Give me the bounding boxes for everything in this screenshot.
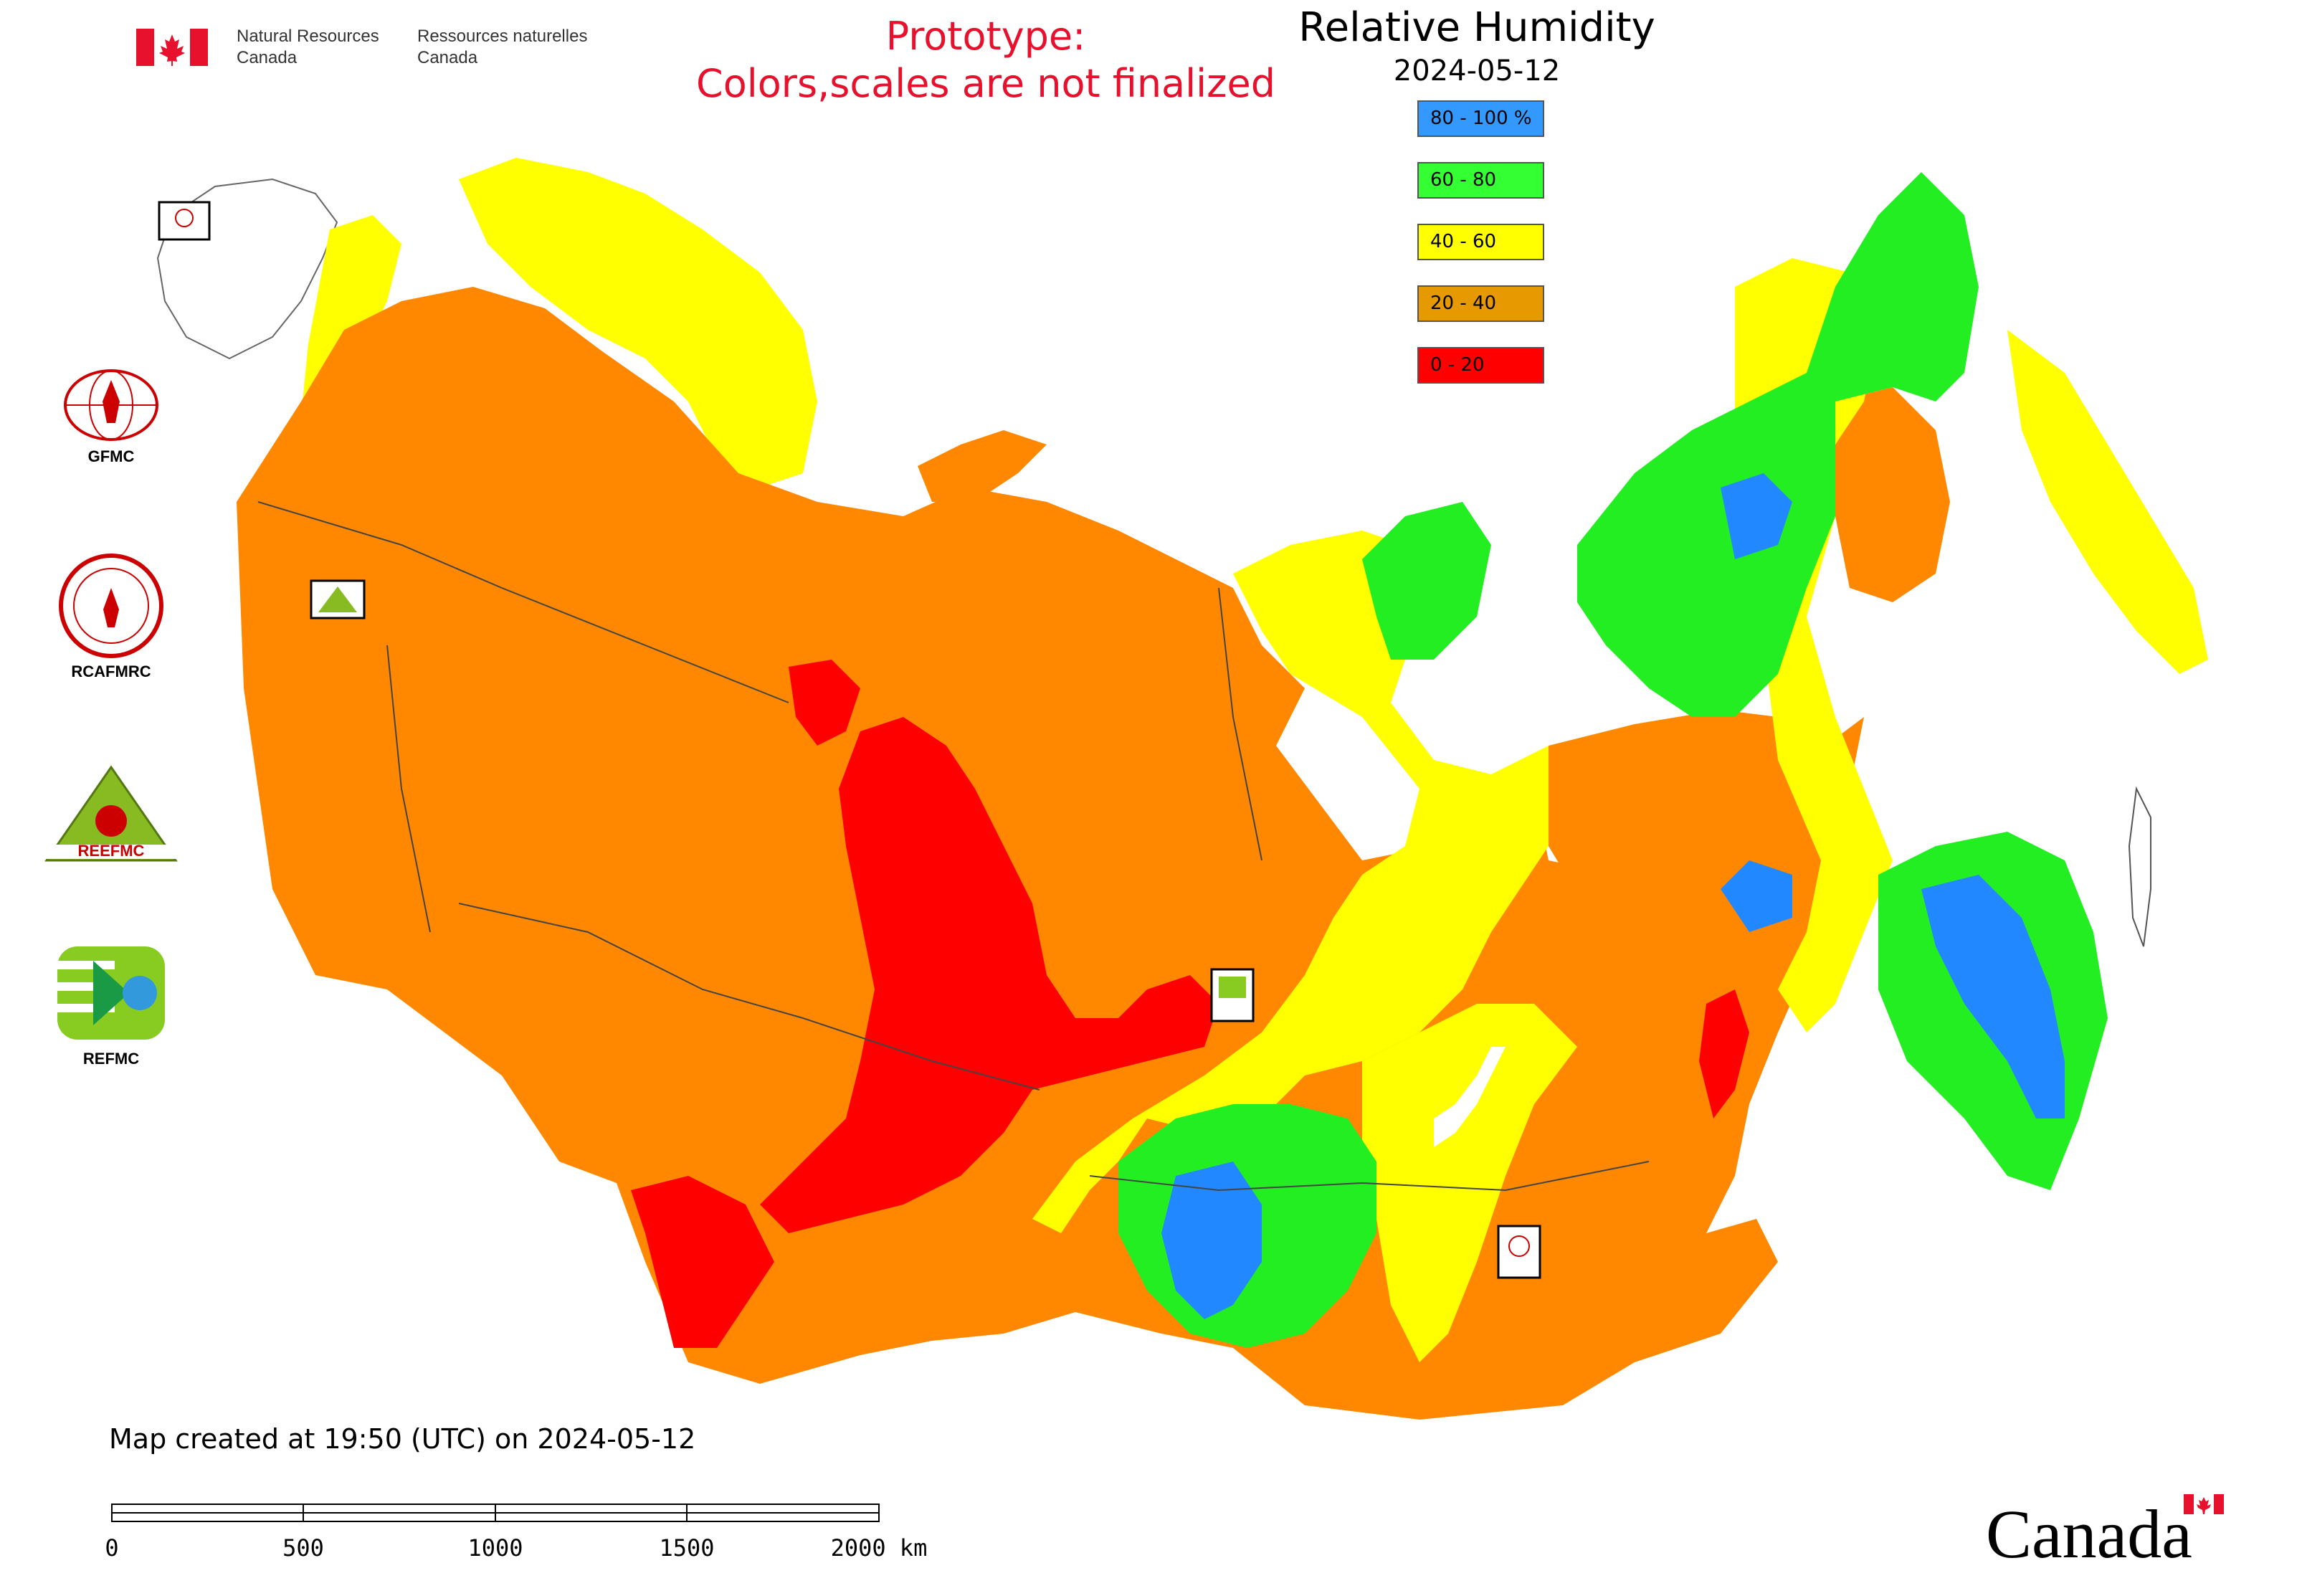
scale-tick-1500: 1500 [659,1534,714,1562]
region-blue-yakutia [1721,473,1792,559]
legend-item-40-60: 40 - 60 [1417,224,1544,260]
scale-bar: 0 500 1000 1500 2000 km [105,1504,928,1562]
rcafmrc-map-marker [1497,1225,1541,1279]
rcafmrc-label: RCAFMRC [71,662,151,680]
region-blue-north [1721,860,1792,932]
region-green-taimyr [1362,502,1491,660]
legend-item-60-80: 60 - 80 [1417,162,1544,199]
refmc-label: REFMC [82,1050,140,1068]
region-borders [257,501,1650,1192]
region-red-north [789,660,860,746]
legend-label: 60 - 80 [1430,169,1497,191]
region-red-west-siberia [760,717,1219,1233]
novaya-zemlya [918,430,1047,502]
scale-tick-500: 500 [282,1534,324,1562]
map-created-timestamp: Map created at 19:50 (UTC) on 2024-05-12 [109,1423,696,1455]
region-red-amur [1699,989,1749,1118]
map-title: Relative Humidity [1298,4,1655,51]
region-blue-altai [1161,1162,1262,1319]
canada-flag-icon [136,29,208,66]
legend-label: 0 - 20 [1430,354,1485,376]
legend-label: 40 - 60 [1430,231,1497,252]
region-yellow-kamchatka [2007,330,2208,674]
region-green-east [1577,172,1979,717]
humidity-map [156,158,2208,1420]
scale-tick-2000km: 2000 km [831,1534,928,1562]
legend-label: 20 - 40 [1430,293,1497,314]
gfmc-globe-icon [64,369,158,441]
gfmc-label: GFMC [87,447,135,465]
gfmc-map-marker [158,201,211,241]
scale-tick-0: 0 [105,1534,118,1562]
region-yellow-southeast [1362,1004,1577,1362]
refmc-logo: REFMC [36,939,186,1068]
region-yellow-central [1032,531,1549,1233]
reefmc-logo: REEFMC [36,760,186,870]
lake-baikal [1434,1047,1506,1147]
canada-wordmark: Canada [1986,1494,2224,1570]
legend-item-80-100: 80 - 100 % [1417,100,1544,137]
reefmc-triangle-icon: REEFMC [39,765,183,862]
government-header: Natural Resources Canada Ressources natu… [136,26,609,76]
svg-text:REEFMC: REEFMC [78,842,145,860]
legend-item-20-40: 20 - 40 [1417,285,1544,322]
region-finland-yellow [459,158,817,488]
legend-item-0-20: 0 - 20 [1417,347,1544,384]
rcafmrc-logo: RCAFMRC [36,552,186,681]
department-name-fr: Ressources naturelles Canada [417,27,588,67]
department-name-en: Natural Resources Canada [237,27,379,67]
gfmc-logo: GFMC [36,366,186,466]
prototype-warning: Prototype: Colors,scales are not finaliz… [696,14,1275,106]
svg-text:Canada: Canada [1986,1496,2192,1570]
scale-tick-1000: 1000 [467,1534,523,1562]
region-red-kazakh [631,1176,774,1348]
map-date: 2024-05-12 [1393,54,1561,87]
refmc-map-marker [1210,968,1255,1022]
refmc-emblem-icon [57,946,165,1040]
region-blue-far-east [1921,875,2065,1118]
legend-label: 80 - 100 % [1430,108,1532,129]
sakhalin-outline [2128,786,2151,947]
reefmc-map-marker [310,579,366,619]
region-orange-chukotka [1835,387,1950,602]
rcafmrc-seal-icon [59,554,163,658]
